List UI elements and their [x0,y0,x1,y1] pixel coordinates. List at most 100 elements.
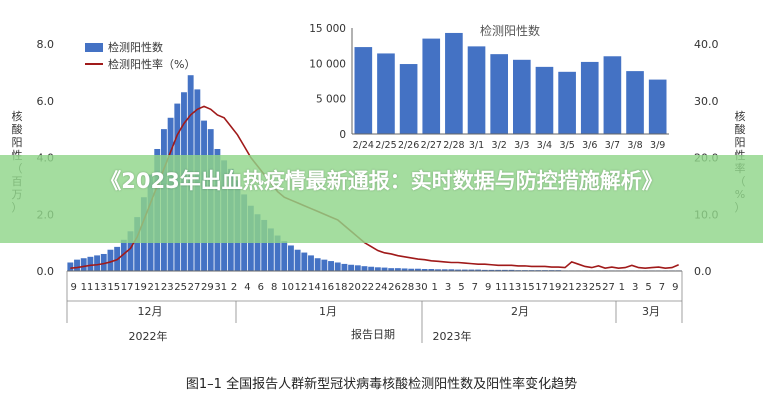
x-tick-label: 17 [535,282,548,293]
inset-bar [580,61,599,134]
x-tick-label: 8 [271,282,277,293]
inset-bar [513,59,531,134]
y-left-tick-label: 6.0 [37,95,55,108]
year-label: 2023年 [433,329,472,343]
bar [495,269,502,271]
inset-x-tick-label: 3/2 [492,140,507,151]
bar [374,267,381,271]
month-label: 3月 [642,305,660,318]
y-right-tick-label: 0.0 [694,265,712,278]
inset-bar [467,46,486,135]
inset-x-tick-label: 2/26 [398,140,419,151]
x-axis-label: 报告日期 [351,327,395,341]
x-tick-label: 11 [81,282,94,293]
inset-bar [535,66,554,134]
bar [120,239,127,271]
bar [401,268,408,271]
inset-y-tick-label: 0 [339,129,346,141]
x-tick-label: 23 [575,282,588,293]
x-tick-label: 20 [348,282,361,293]
bar [415,268,421,271]
x-tick-label: 9 [672,282,678,293]
x-tick-label: 10 [281,282,294,293]
x-tick-label: 24 [375,282,388,293]
x-tick-label: 1 [431,282,437,293]
x-tick-label: 7 [472,282,478,293]
bar [435,269,441,271]
x-tick-label: 16 [321,282,334,293]
bar [381,267,388,271]
figure-caption: 图1–1 全国报告人群新型冠状病毒核酸检测阳性数及阳性率变化趋势 [185,377,578,392]
bar [294,249,301,271]
x-tick-label: 2 [231,282,237,293]
x-tick-label: 25 [589,282,602,293]
x-tick-label: 21 [148,282,161,293]
bar [267,228,274,271]
x-tick-label: 26 [388,282,401,293]
x-tick-label: 23 [161,282,174,293]
inset-bar [603,56,622,134]
x-tick-label: 15 [522,282,535,293]
x-tick-label: 11 [495,282,508,293]
x-tick-label: 6 [258,282,264,293]
bar [334,262,341,271]
x-tick-label: 29 [201,282,214,293]
bar [127,231,134,271]
x-tick-label: 13 [509,282,522,293]
x-tick-label: 14 [308,282,321,293]
bar [348,264,355,271]
inset-x-tick-label: 3/7 [605,140,620,151]
x-tick-label: 4 [244,282,250,293]
inset-x-tick-label: 3/5 [559,140,574,151]
bar [67,262,74,271]
inset-bar [626,71,644,134]
inset-x-tick-label: 2/28 [443,140,464,151]
inset-x-tick-label: 2/27 [421,140,442,151]
bar [475,269,482,271]
x-tick-label: 19 [549,282,562,293]
x-tick-label: 21 [562,282,575,293]
x-tick-label: 13 [94,282,107,293]
bar [468,269,475,271]
bar [394,268,401,271]
x-tick-label: 19 [134,282,147,293]
x-tick-label: 27 [188,282,201,293]
inset-y-tick-label: 10 000 [309,58,346,70]
bar [368,266,375,271]
x-tick-label: 9 [70,282,76,293]
month-label: 1月 [319,305,337,318]
bar [508,269,515,271]
inset-x-tick-label: 3/4 [537,140,552,151]
legend-swatch-bar [85,43,103,52]
bar [341,263,348,271]
bar [274,235,281,271]
bar [421,269,428,271]
x-tick-label: 28 [402,282,415,293]
x-tick-label: 22 [361,282,374,293]
x-tick-label: 3 [445,282,451,293]
x-tick-label: 5 [458,282,464,293]
bar [281,241,288,271]
title-banner [0,155,763,243]
inset-x-tick-label: 3/9 [650,140,665,151]
inset-bar [445,32,463,135]
inset-title: 检测阳性数 [480,23,540,38]
y-left-tick-label: 0.0 [37,265,55,278]
inset-bar [490,54,508,134]
inset-x-tick-label: 3/6 [582,140,597,151]
x-tick-label: 1 [619,282,625,293]
inset-x-tick-label: 3/3 [514,140,529,151]
bar [428,269,435,271]
y-right-tick-label: 30.0 [694,95,719,108]
bar [134,217,141,271]
x-tick-label: 15 [107,282,120,293]
bar [328,261,334,271]
bar [441,269,448,271]
x-tick-label: 5 [645,282,651,293]
inset-bar [354,47,373,134]
inset-bar [558,71,576,134]
bar [501,269,508,271]
bar [80,258,87,271]
inset-bar [422,38,441,134]
x-tick-label: 30 [415,282,428,293]
